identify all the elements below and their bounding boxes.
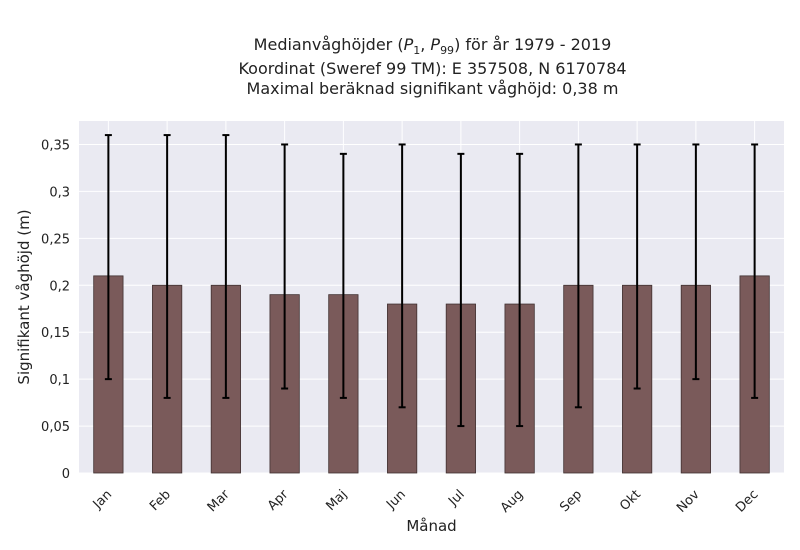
y-tick-label: 0	[62, 467, 70, 482]
x-tick-label: Okt	[617, 487, 644, 514]
y-tick-label: 0,3	[49, 185, 70, 200]
p1-symbol: P	[403, 35, 414, 54]
chart-title-line-1: Medianvåghöjder (P1, P99) för år 1979 - …	[253, 35, 612, 58]
y-tick-label: 0,05	[41, 420, 70, 435]
x-tick-label: Sep	[557, 487, 585, 515]
x-tick-label: Mar	[205, 487, 233, 515]
y-tick-label: 0,2	[49, 279, 70, 294]
title-prefix: Medianvåghöjder (	[253, 35, 404, 54]
x-tick-label: Aug	[498, 487, 527, 516]
plot-area-background	[79, 121, 784, 473]
x-axis-label: Månad	[406, 517, 456, 535]
x-tick-label: Feb	[147, 487, 174, 514]
chart-title-line-2: Koordinat (Sweref 99 TM): E 357508, N 61…	[238, 59, 627, 78]
y-tick-label: 0,15	[41, 326, 70, 341]
x-tick-label: Jan	[90, 487, 115, 512]
p99-subscript: 99	[440, 44, 455, 58]
title-suffix: ) för år 1979 - 2019	[454, 35, 612, 54]
y-tick-label: 0,35	[41, 138, 70, 153]
y-tick-label: 0,25	[41, 232, 70, 247]
x-tick-label: Jul	[445, 487, 467, 509]
y-axis-label: Signifikant våghöjd (m)	[15, 209, 33, 384]
x-tick-label: Maj	[323, 487, 350, 514]
x-tick-label: Dec	[733, 487, 761, 515]
p99-symbol: P	[430, 35, 441, 54]
chart-title-line-3: Maximal beräknad signifikant våghöjd: 0,…	[246, 79, 619, 98]
y-tick-label: 0,1	[49, 373, 70, 388]
x-tick-label: Jun	[383, 487, 409, 513]
x-tick-label: Nov	[674, 487, 703, 516]
p1-subscript: 1	[413, 44, 421, 58]
x-tick-label: Apr	[265, 487, 292, 514]
